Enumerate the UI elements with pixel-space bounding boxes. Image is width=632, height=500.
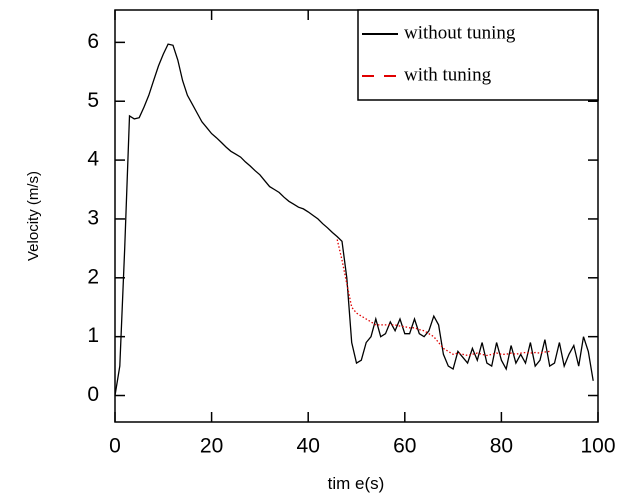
y-tick-label: 2	[87, 265, 99, 288]
x-axis-label: tim e(s)	[328, 474, 385, 493]
x-tick-label: 0	[109, 435, 121, 458]
x-tick-label: 40	[297, 435, 320, 458]
y-tick-label: 3	[87, 206, 99, 229]
legend-box	[357, 9, 599, 101]
y-tick-label: 5	[87, 89, 99, 112]
x-tick-label: 60	[393, 435, 416, 458]
legend-label: with tuning	[404, 64, 492, 85]
y-tick-label: 4	[87, 148, 99, 171]
y-tick-label: 1	[87, 324, 99, 347]
x-tick-label: 80	[490, 435, 513, 458]
legend-label: without tuning	[404, 22, 516, 43]
y-tick-label: 0	[87, 383, 99, 406]
x-tick-label: 100	[580, 435, 615, 458]
y-tick-label: 6	[87, 30, 99, 53]
series-line	[336, 239, 550, 357]
y-axis-label: Velocity (m/s)	[25, 171, 42, 261]
x-tick-label: 20	[200, 435, 223, 458]
plot-frame	[114, 9, 599, 423]
